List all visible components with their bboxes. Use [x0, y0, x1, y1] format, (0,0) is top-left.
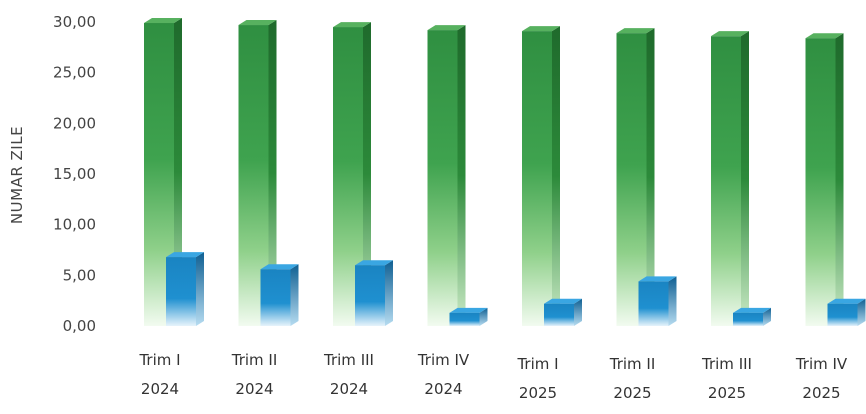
- green-bar-front: [522, 31, 552, 327]
- blue-bar-front: [260, 269, 291, 326]
- y-tick-label: 0,00: [63, 317, 96, 335]
- green-bar-side: [741, 31, 749, 326]
- y-tick-label: 30,00: [53, 13, 96, 31]
- green-bar-front: [711, 36, 741, 326]
- y-tick-label: 25,00: [53, 64, 96, 82]
- bars: [144, 18, 866, 327]
- blue-bar-front: [449, 312, 480, 326]
- blue-bar-side: [857, 298, 866, 326]
- blue-bar: [355, 260, 393, 326]
- green-bar-side: [457, 25, 466, 327]
- green-bar-side: [835, 33, 844, 327]
- blue-bar: [827, 298, 866, 326]
- blue-bar-top: [827, 298, 866, 304]
- blue-bar-top: [449, 307, 488, 313]
- blue-bar-top: [544, 298, 582, 304]
- green-bar-top: [522, 26, 560, 32]
- green-bar-top: [711, 31, 749, 37]
- x-tick-label: Trim I 2025: [516, 355, 558, 402]
- y-tick-label: 5,00: [63, 266, 96, 284]
- green-bar: [238, 20, 277, 326]
- y-axis-label: NUMAR ZILE: [8, 126, 26, 224]
- x-tick-label: Trim II 2025: [609, 355, 656, 402]
- y-tick-label: 20,00: [53, 114, 96, 132]
- blue-bar-side: [290, 264, 299, 326]
- green-bar-side: [174, 18, 182, 326]
- blue-bar: [733, 307, 771, 326]
- green-bar: [427, 25, 466, 327]
- blue-bar-top: [260, 264, 299, 270]
- green-bar-side: [552, 26, 560, 327]
- green-bar: [616, 28, 655, 326]
- blue-bar: [638, 276, 677, 326]
- green-bar-top: [238, 20, 277, 26]
- green-bar-front: [427, 30, 458, 327]
- blue-bar-side: [385, 260, 393, 326]
- green-bar: [522, 26, 560, 327]
- blue-bar-front: [544, 303, 574, 326]
- blue-bar-front: [638, 281, 669, 326]
- green-bar-top: [144, 18, 182, 24]
- blue-bar-side: [668, 276, 677, 326]
- y-axis: 0,00 5,00 10,00 15,00 20,00 25,00 30,00: [53, 13, 96, 335]
- blue-bar-front: [733, 312, 763, 326]
- blue-bar-front: [827, 303, 858, 326]
- blue-bar: [260, 264, 299, 326]
- blue-bar: [544, 298, 582, 326]
- blue-bar-top: [166, 252, 204, 258]
- x-tick-label: Trim III 2025: [701, 355, 752, 402]
- blue-bar-side: [763, 307, 771, 326]
- green-bar: [805, 33, 844, 327]
- blue-bar-top: [355, 260, 393, 266]
- blue-bar-top: [733, 307, 771, 313]
- green-bar-top: [616, 28, 655, 34]
- blue-bar-side: [479, 307, 488, 326]
- green-bar: [711, 31, 749, 326]
- blue-bar: [166, 252, 204, 326]
- x-tick-label: Trim III 2024: [323, 351, 374, 398]
- green-bar-side: [646, 28, 655, 326]
- y-tick-label: 15,00: [53, 165, 96, 183]
- blue-bar-front: [166, 257, 196, 326]
- blue-bar-side: [196, 252, 204, 326]
- green-bar-front: [805, 38, 836, 327]
- x-tick-label: Trim II 2024: [231, 351, 278, 398]
- green-bar-side: [268, 20, 277, 326]
- green-bar-top: [805, 33, 844, 39]
- green-bar-side: [363, 22, 371, 326]
- x-tick-label: Trim I 2024: [138, 351, 180, 398]
- x-tick-label: Trim IV 2024: [417, 351, 470, 398]
- green-bar-top: [333, 22, 371, 28]
- blue-bar: [449, 307, 488, 326]
- green-bar-top: [427, 25, 466, 31]
- blue-bar-side: [574, 298, 582, 326]
- x-axis: Trim I 2024 Trim II 2024 Trim III 2024 Trim IV…: [138, 351, 847, 402]
- blue-bar-front: [355, 265, 385, 326]
- y-tick-label: 10,00: [53, 216, 96, 234]
- blue-bar-top: [638, 276, 677, 282]
- green-bar-front: [616, 33, 647, 326]
- green-bar: [333, 22, 371, 327]
- x-tick-label: Trim IV 2025: [795, 355, 848, 402]
